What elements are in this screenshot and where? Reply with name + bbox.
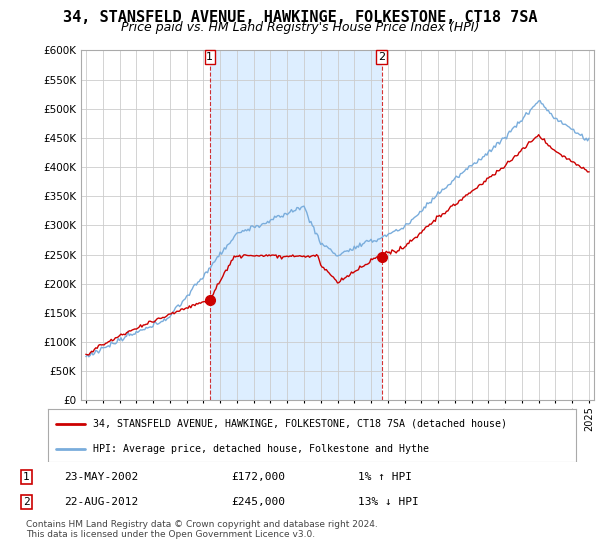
Text: 13% ↓ HPI: 13% ↓ HPI xyxy=(358,497,418,507)
Text: 23-MAY-2002: 23-MAY-2002 xyxy=(64,472,138,482)
Text: £172,000: £172,000 xyxy=(231,472,285,482)
Text: 34, STANSFELD AVENUE, HAWKINGE, FOLKESTONE, CT18 7SA (detached house): 34, STANSFELD AVENUE, HAWKINGE, FOLKESTO… xyxy=(93,419,507,429)
Text: 2: 2 xyxy=(23,497,30,507)
Bar xyxy=(210,50,382,400)
Text: 22-AUG-2012: 22-AUG-2012 xyxy=(64,497,138,507)
Text: HPI: Average price, detached house, Folkestone and Hythe: HPI: Average price, detached house, Folk… xyxy=(93,444,429,454)
Text: 2: 2 xyxy=(378,52,385,62)
Text: 34, STANSFELD AVENUE, HAWKINGE, FOLKESTONE, CT18 7SA: 34, STANSFELD AVENUE, HAWKINGE, FOLKESTO… xyxy=(63,10,537,25)
Text: 1: 1 xyxy=(206,52,213,62)
Text: 1% ↑ HPI: 1% ↑ HPI xyxy=(358,472,412,482)
Text: Price paid vs. HM Land Registry's House Price Index (HPI): Price paid vs. HM Land Registry's House … xyxy=(121,21,479,34)
Text: Contains HM Land Registry data © Crown copyright and database right 2024.
This d: Contains HM Land Registry data © Crown c… xyxy=(26,520,378,539)
Text: £245,000: £245,000 xyxy=(231,497,285,507)
Text: 1: 1 xyxy=(23,472,30,482)
